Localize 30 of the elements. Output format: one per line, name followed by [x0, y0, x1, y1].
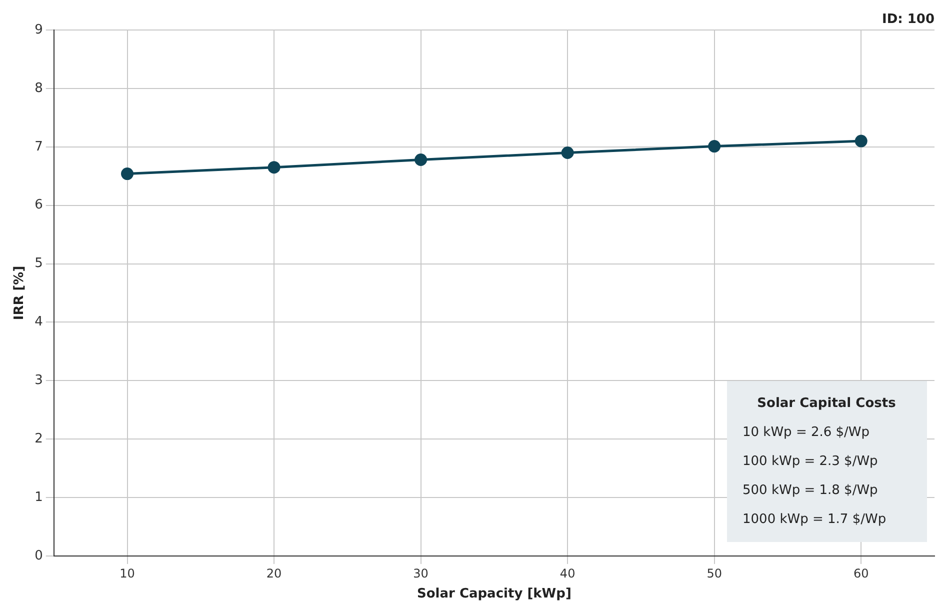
x-tick-label: 60: [853, 566, 869, 580]
y-tick-label: 6: [34, 198, 43, 213]
x-tick-label: 40: [560, 566, 576, 580]
x-axis-title: Solar Capacity [kWp]: [416, 586, 572, 602]
annotation: Solar Capital Costs: [756, 395, 897, 413]
text: ID: 100: [882, 12, 934, 27]
x-tick-label: 50: [706, 566, 722, 580]
x-tick-label: 30: [413, 566, 428, 580]
point: [268, 161, 280, 174]
point: [708, 140, 721, 153]
point: [854, 134, 868, 148]
y-tick-label: 1: [34, 490, 43, 505]
point: [414, 153, 428, 166]
annotation: 100 kWp = 2.3 $/Wp: [742, 453, 879, 471]
x-tick-label: 10: [120, 566, 135, 580]
y-tick-label: 4: [34, 314, 43, 330]
y-axis-title: IRR [%]: [12, 266, 28, 320]
annotation: 10 kWp = 2.6 $/Wp: [742, 424, 871, 442]
annotation: 500 kWp = 1.8 $/Wp: [742, 482, 879, 500]
point: [121, 168, 134, 180]
y-tick-label: 2: [34, 431, 43, 446]
point: [561, 146, 574, 159]
annotation: 1000 kWp = 1.7 $/Wp: [742, 511, 888, 529]
y-tick-label: 0: [34, 548, 43, 564]
y-tick-label: 3: [34, 373, 43, 388]
x-tick-label: 20: [266, 566, 282, 580]
y-tick-label: 7: [34, 139, 43, 154]
y-tick-label: 9: [34, 22, 43, 38]
y-tick-label: 5: [34, 256, 43, 272]
y-tick-label: 8: [34, 80, 43, 96]
